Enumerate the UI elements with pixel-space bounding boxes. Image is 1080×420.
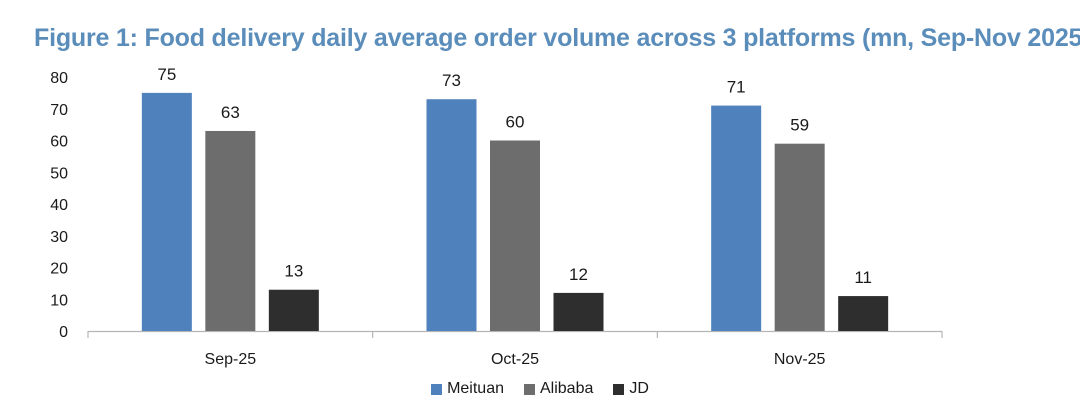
data-label: 73 (442, 71, 461, 90)
bar-jd-oct-25 (553, 292, 604, 331)
bar-alibaba-nov-25 (774, 143, 825, 331)
y-tick-label: 20 (50, 261, 68, 278)
data-label: 60 (506, 113, 525, 132)
bar-alibaba-oct-25 (490, 140, 540, 331)
bar-meituan-nov-25 (711, 105, 762, 331)
data-label: 75 (157, 65, 176, 84)
x-tick-label: Oct-25 (491, 351, 539, 368)
legend: Meituan Alibaba JD (0, 380, 1080, 398)
legend-item-meituan: Meituan (431, 380, 504, 398)
legend-swatch (613, 383, 625, 395)
y-axis: 0 10 20 30 40 50 60 70 80 (50, 70, 68, 341)
y-tick-label: 80 (50, 70, 68, 87)
x-tick-label: Sep-25 (205, 351, 257, 368)
y-tick-label: 40 (50, 197, 68, 214)
data-label: 13 (284, 262, 303, 281)
legend-swatch (431, 383, 443, 395)
data-label: 12 (569, 265, 588, 284)
y-tick-label: 0 (59, 324, 68, 341)
legend-swatch (523, 383, 535, 395)
bar-jd-nov-25 (838, 296, 889, 331)
legend-item-jd: JD (613, 380, 649, 398)
legend-label: Meituan (447, 380, 504, 397)
bar-meituan-sep-25 (141, 92, 192, 331)
y-tick-label: 10 (50, 292, 68, 309)
legend-label: JD (629, 380, 649, 397)
legend-item-alibaba: Alibaba (523, 380, 594, 398)
data-label: 11 (854, 268, 872, 287)
chart-title: Figure 1: Food delivery daily average or… (34, 24, 1080, 52)
legend-label: Alibaba (539, 380, 594, 397)
y-tick-label: 70 (50, 102, 68, 119)
data-label: 63 (221, 103, 240, 122)
y-tick-label: 30 (50, 229, 68, 246)
bar-jd-sep-25 (268, 289, 319, 331)
bar-alibaba-sep-25 (205, 130, 256, 331)
bar-chart: 0 10 20 30 40 50 60 70 80 Sep-25 Oct-25 Nov-25 75 6… (50, 65, 943, 368)
bars (141, 92, 889, 331)
data-labels: 75 63 13 73 60 12 71 59 11 (157, 65, 872, 287)
bar-meituan-oct-25 (426, 99, 477, 331)
y-tick-label: 50 (50, 165, 68, 182)
x-axis: Sep-25 Oct-25 Nov-25 (87, 330, 943, 368)
data-label: 71 (727, 78, 746, 97)
data-label: 59 (790, 116, 809, 135)
x-tick-label: Nov-25 (774, 351, 826, 368)
y-tick-label: 60 (50, 134, 68, 151)
